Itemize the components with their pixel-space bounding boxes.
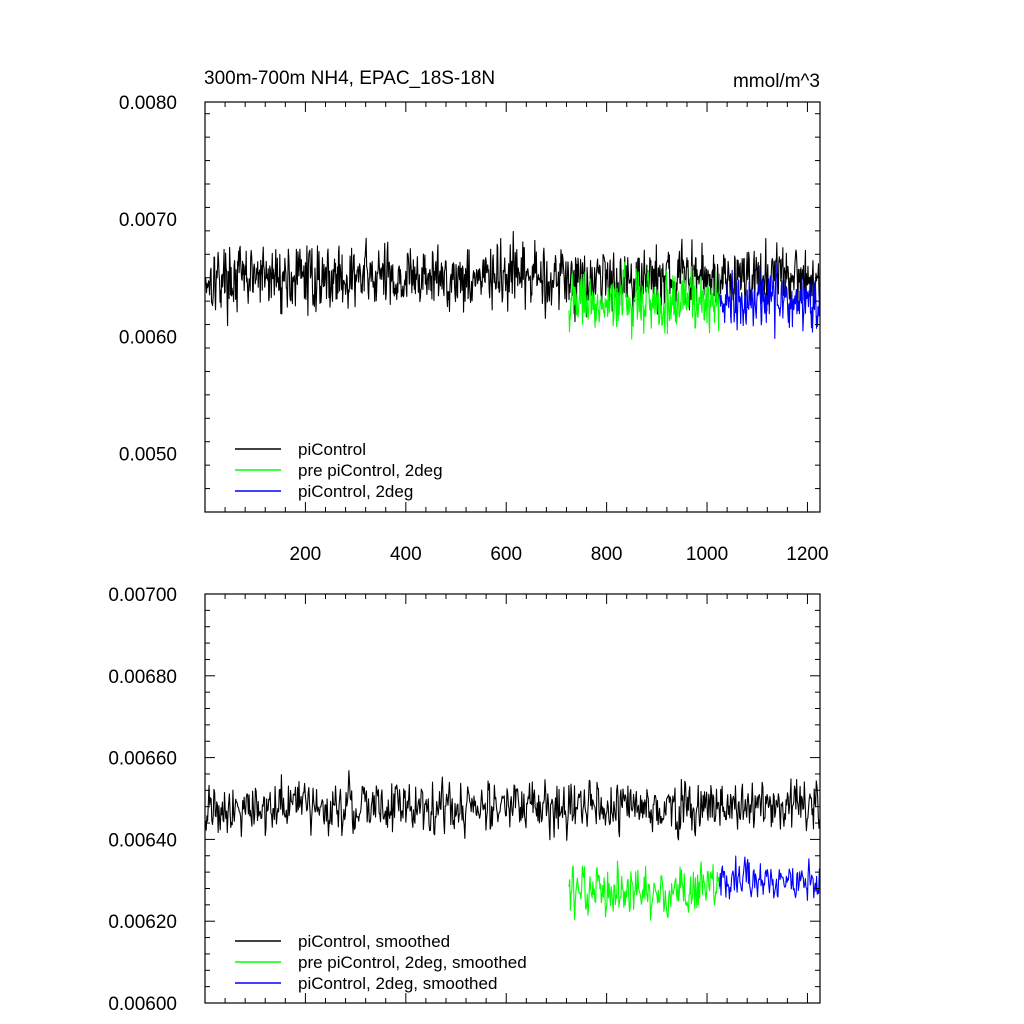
top-panel: 300m-700m NH4, EPAC_18S-18N mmol/m^3 0.0… bbox=[119, 68, 829, 565]
legend-label: pre piControl, 2deg bbox=[298, 461, 443, 480]
y-tick-label: 0.00660 bbox=[108, 749, 177, 770]
x-tick-label: 600 bbox=[490, 544, 522, 565]
legend-entry-pre-picontrol-2deg: pre piControl, 2deg bbox=[235, 461, 443, 480]
y-tick-label: 0.00620 bbox=[108, 912, 177, 933]
y-tick-label: 0.0080 bbox=[119, 93, 177, 114]
series-layer bbox=[204, 230, 821, 340]
chart-title: 300m-700m NH4, EPAC_18S-18N bbox=[204, 68, 495, 89]
y-tick-label: 0.00700 bbox=[108, 585, 177, 606]
x-tick-label: 1200 bbox=[786, 544, 828, 565]
series-line bbox=[204, 770, 821, 841]
units-label: mmol/m^3 bbox=[733, 71, 820, 92]
legend-entry-pre-picontrol-2deg-smoothed: pre piControl, 2deg, smoothed bbox=[235, 953, 527, 972]
y-tick-label: 0.0070 bbox=[119, 210, 177, 231]
legend-entry-picontrol: piControl bbox=[235, 440, 366, 459]
legend-entry-picontrol-smoothed: piControl, smoothed bbox=[235, 932, 450, 951]
x-tick-label: 400 bbox=[390, 544, 422, 565]
legend-label: piControl, 2deg, smoothed bbox=[298, 974, 497, 993]
x-tick-label: 200 bbox=[290, 544, 322, 565]
ticks-layer: 0.00600 0.00620 0.00640 0.00660 0.00680 0.007… bbox=[108, 585, 820, 1015]
plot-frame bbox=[204, 101, 821, 513]
y-tick-label: 0.00600 bbox=[108, 994, 177, 1015]
legend-label: piControl, 2deg bbox=[298, 482, 413, 501]
plot-frame bbox=[204, 593, 821, 1004]
legend-label: piControl bbox=[298, 440, 366, 459]
legend: piControl, smoothed pre piControl, 2deg,… bbox=[235, 932, 527, 993]
x-tick-label: 1000 bbox=[686, 544, 728, 565]
y-tick-label: 0.0060 bbox=[119, 327, 177, 348]
series-line bbox=[719, 855, 820, 901]
x-tick-label: 800 bbox=[591, 544, 623, 565]
y-tick-label: 0.0050 bbox=[119, 444, 177, 465]
ticks-layer: 0.0050 0.0060 0.0070 0.0080 200 400 600 800 1000… bbox=[119, 93, 829, 565]
legend-label: piControl, smoothed bbox=[298, 932, 450, 951]
y-tick-label: 0.00640 bbox=[108, 830, 177, 851]
series-line bbox=[568, 261, 721, 340]
legend: piControl pre piControl, 2deg piControl,… bbox=[235, 440, 443, 501]
series-line bbox=[568, 860, 720, 921]
legend-label: pre piControl, 2deg, smoothed bbox=[298, 953, 527, 972]
legend-entry-picontrol-2deg-smoothed: piControl, 2deg, smoothed bbox=[235, 974, 497, 993]
bottom-panel: 0.00600 0.00620 0.00640 0.00660 0.00680 0.007… bbox=[108, 585, 821, 1015]
y-tick-label: 0.00680 bbox=[108, 667, 177, 688]
series-line bbox=[204, 230, 821, 327]
series-layer bbox=[204, 770, 821, 921]
series-line bbox=[719, 261, 821, 340]
legend-entry-picontrol-2deg: piControl, 2deg bbox=[235, 482, 413, 501]
